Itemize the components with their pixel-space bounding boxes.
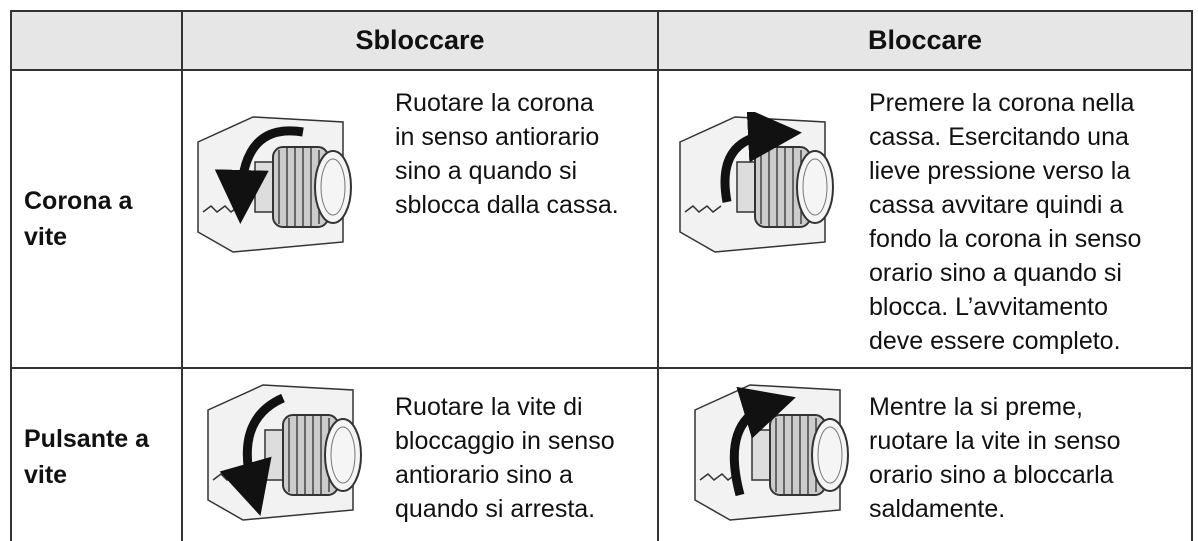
border (181, 10, 183, 541)
row-label: Pulsante a vite (24, 421, 149, 493)
text-line: Corona a (24, 187, 133, 215)
row-label: Corona a vite (24, 183, 132, 255)
text-line: Mentre la si preme, (869, 393, 1083, 421)
text-line: ruotare la vite in senso (869, 427, 1121, 455)
unlock-text: Ruotare la corona in senso antiorario sino… (395, 86, 619, 222)
text-line: sblocca dalla cassa. (395, 191, 619, 219)
text-line: saldamente. (869, 495, 1006, 523)
text-line: vite (24, 461, 68, 489)
illustration (694, 384, 849, 521)
text-line: quando si arresta. (395, 495, 596, 523)
column-header: Sbloccare (355, 25, 485, 55)
text-line: Ruotare la vite di (395, 393, 583, 421)
text-line: vite (24, 223, 68, 251)
header-bg (10, 10, 1192, 70)
text-line: sino a quando si (395, 157, 578, 185)
text-line: antiorario sino a (395, 461, 573, 489)
border (10, 10, 1193, 12)
text-line: bloccaggio in senso (395, 427, 615, 455)
text-line: cassa. Esercitando una (869, 123, 1129, 151)
border (10, 69, 1193, 71)
text-line: cassa avvitare quindi a (869, 191, 1124, 219)
text-line: Premere la corona nella (869, 89, 1135, 117)
column-header: Bloccare (867, 25, 983, 55)
illustration (197, 116, 352, 253)
illustration (679, 112, 834, 253)
text-line: lieve pressione verso la (869, 157, 1131, 185)
text-line: deve essere completo. (869, 327, 1121, 355)
text-line: orario sino a bloccarla (869, 461, 1114, 489)
border (657, 10, 659, 541)
lock-text: Premere la corona nella cassa. Esercitand… (869, 86, 1141, 358)
border (10, 367, 1193, 369)
border (10, 10, 12, 541)
unlock-text: Ruotare la vite di bloccaggio in senso ant… (395, 390, 615, 526)
text-line: Ruotare la corona (395, 89, 594, 117)
border (1191, 10, 1193, 541)
illustration (207, 384, 362, 521)
text-line: orario sino a quando si (869, 259, 1122, 287)
text-line: fondo la corona in senso (869, 225, 1142, 253)
text-line: blocca. L’avvitamento (869, 293, 1109, 321)
lock-text: Mentre la si preme, ruotare la vite in se… (869, 390, 1121, 526)
text-line: Pulsante a (24, 425, 150, 453)
text-line: in senso antiorario (395, 123, 600, 151)
